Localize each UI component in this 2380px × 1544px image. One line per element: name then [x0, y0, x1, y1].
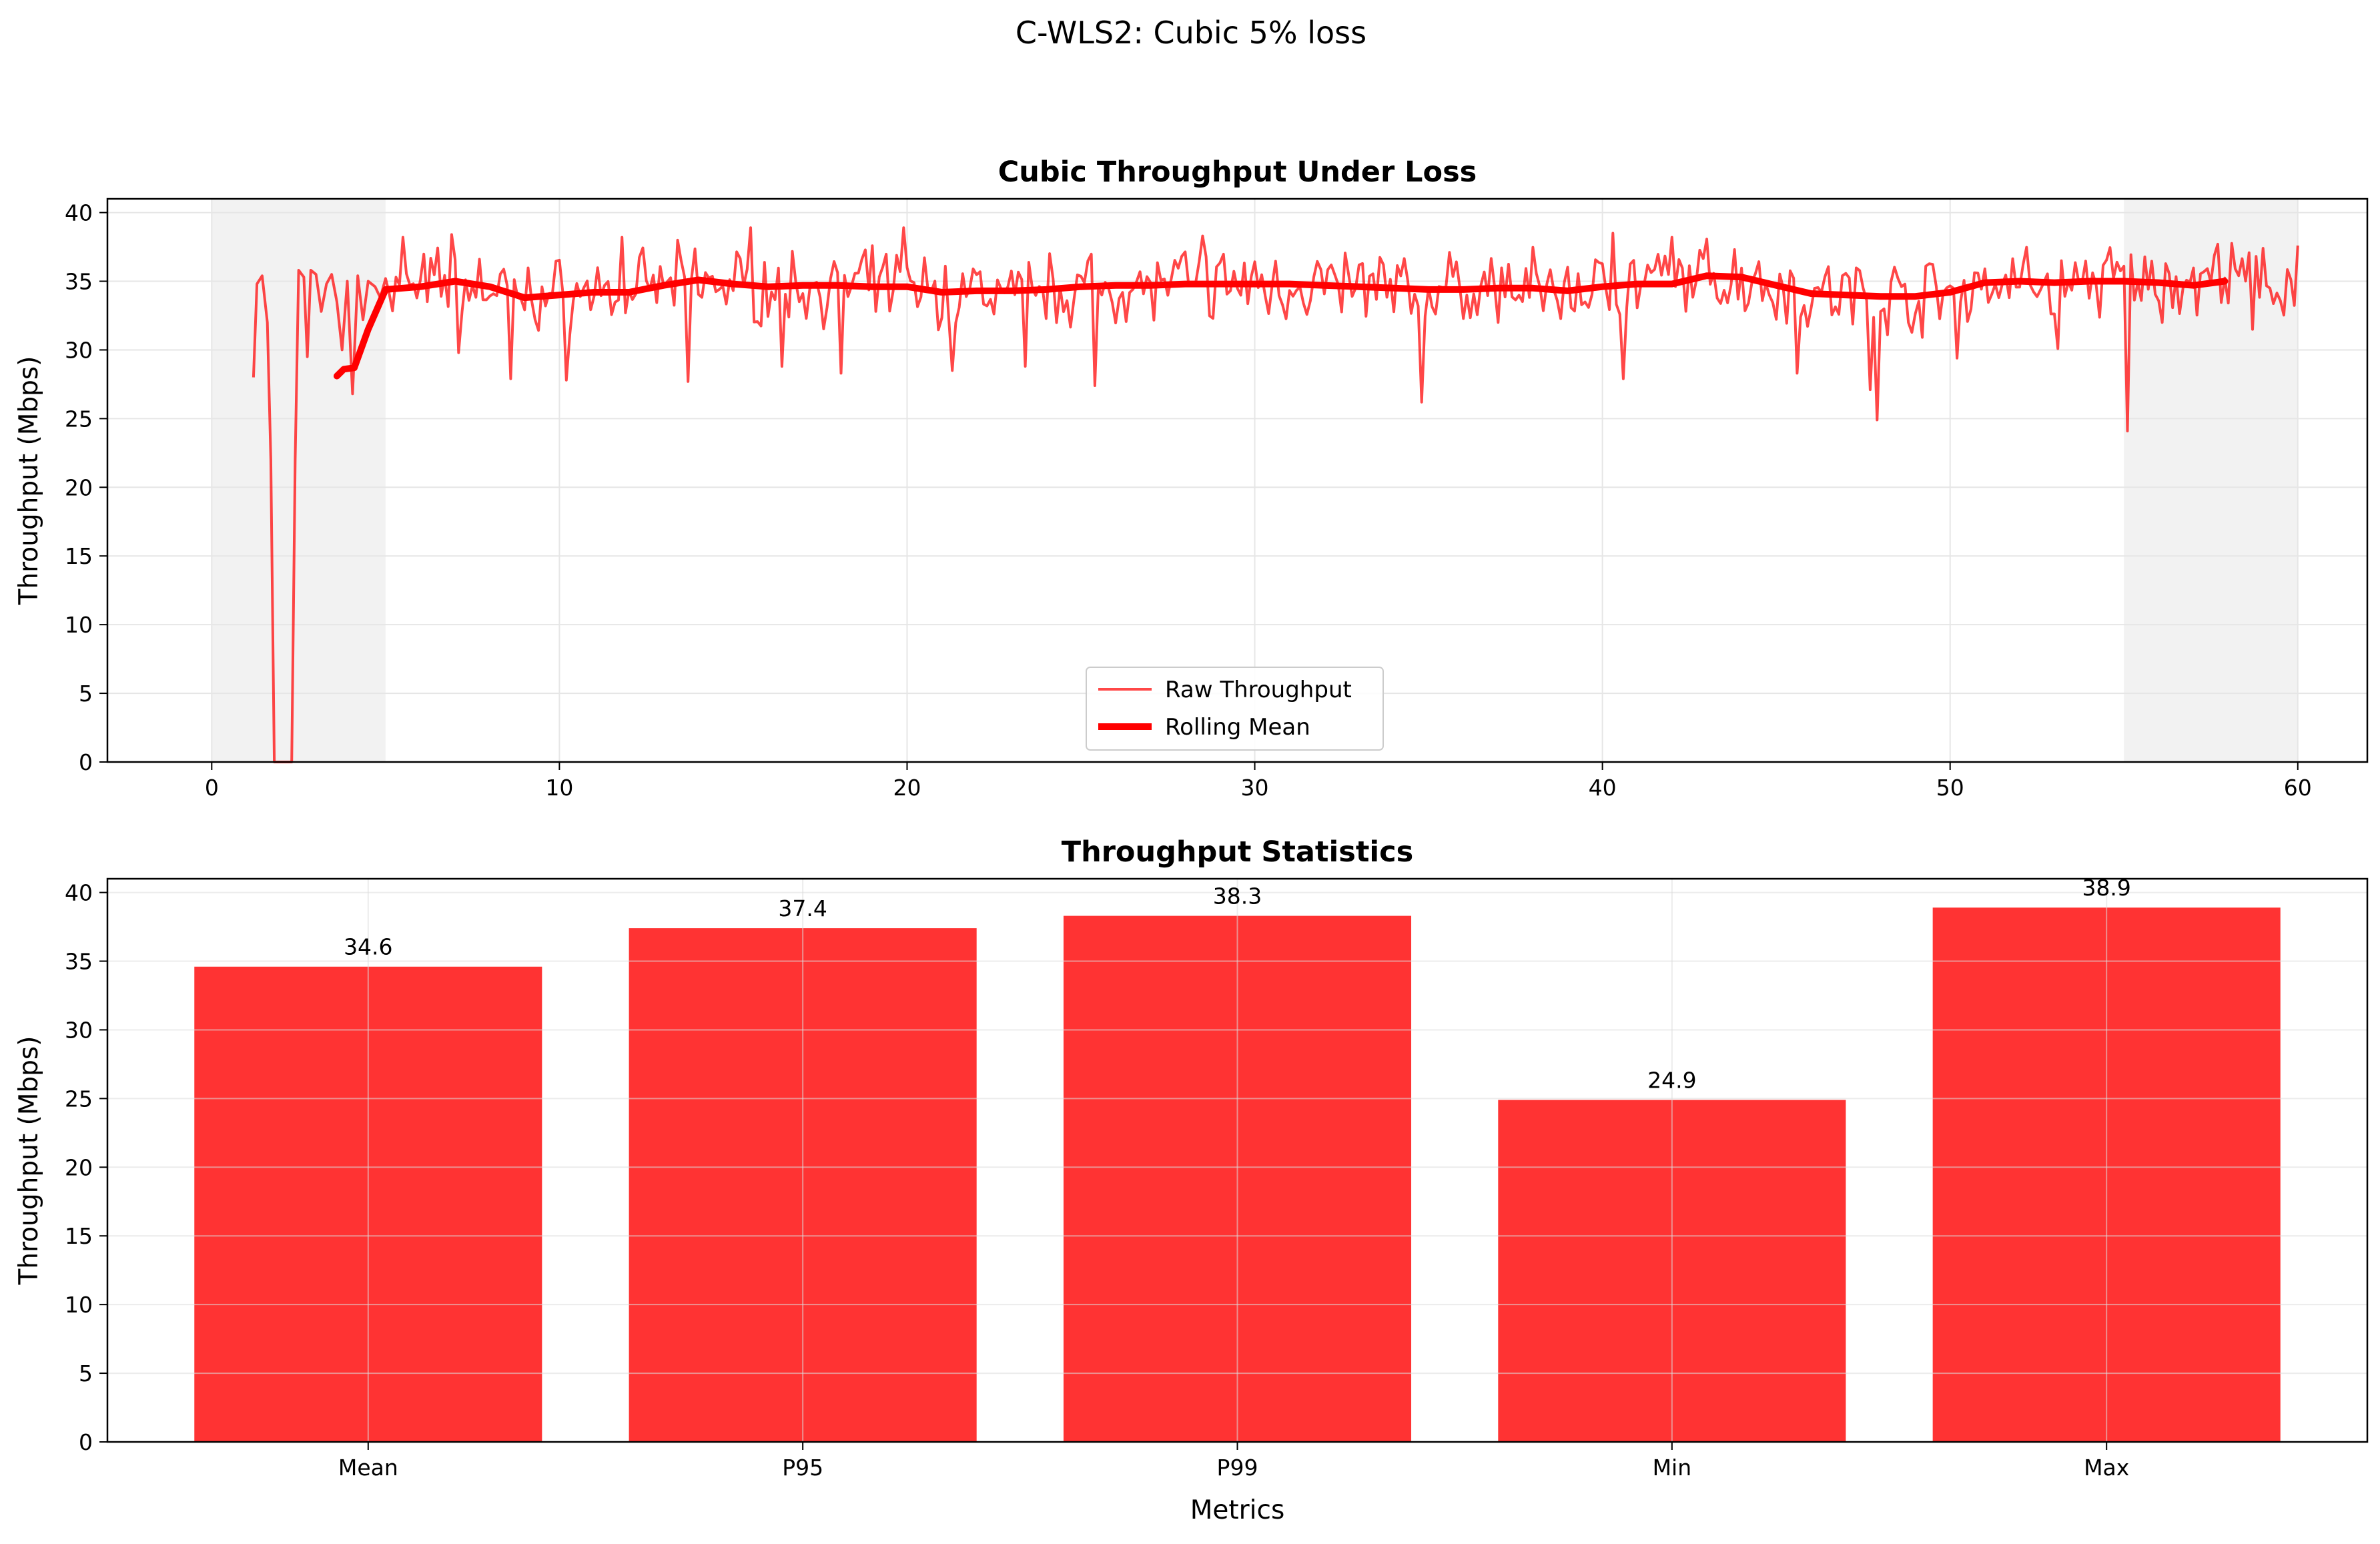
y-tick-label: 25 — [65, 406, 93, 432]
series-rolling-mean — [333, 272, 2229, 380]
y-tick-label: 35 — [65, 949, 93, 975]
y-tick-label: 10 — [65, 1292, 93, 1318]
x-tick-label: Mean — [338, 1455, 398, 1481]
bar-value-label: 34.6 — [344, 934, 392, 960]
legend-box — [1086, 667, 1384, 751]
axis-ticks: 0 10 20 30 40 50 60 0 5 10 15 20 25 30 35 40 — [65, 200, 2312, 801]
y-tick-label: 15 — [65, 1223, 93, 1249]
bar-value-label: 37.4 — [778, 895, 827, 921]
x-tick-label: 40 — [1589, 775, 1617, 801]
legend-label-raw: Raw Throughput — [1165, 677, 1352, 703]
y-tick-label: 0 — [79, 749, 93, 775]
x-tick-label: 10 — [545, 775, 573, 801]
plot-frame — [106, 198, 2369, 763]
y-tick-label: 5 — [79, 681, 93, 707]
x-tick-label: 0 — [205, 775, 219, 801]
x-tick-label: 60 — [2284, 775, 2312, 801]
y-tick-label: 25 — [65, 1086, 93, 1112]
y-tick-label: 0 — [79, 1429, 93, 1455]
y-tick-label: 35 — [65, 269, 93, 295]
y-tick-label: 10 — [65, 612, 93, 638]
x-tick-label: Max — [2084, 1455, 2129, 1481]
y-tick-label: 5 — [79, 1361, 93, 1387]
y-tick-label: 30 — [65, 337, 93, 363]
x-tick-label: Min — [1653, 1455, 1692, 1481]
x-tick-label: P95 — [782, 1455, 823, 1481]
y-tick-label: 30 — [65, 1017, 93, 1043]
axis-ticks: Mean P95 P99 Min Max 0 5 10 15 20 25 30 35 40 — [65, 880, 2129, 1481]
y-axis-label: Throughput (Mbps) — [14, 1036, 44, 1286]
x-axis-label: Metrics — [1190, 1495, 1285, 1525]
y-tick-label: 20 — [65, 1154, 93, 1180]
x-tick-label: P99 — [1217, 1455, 1258, 1481]
figure-title: C-WLS2: Cubic 5% loss — [1016, 15, 1366, 51]
data-labels: 34.6 37.4 38.3 24.9 38.9 — [344, 875, 2131, 1093]
bar-value-label: 24.9 — [1647, 1067, 1696, 1093]
chart-title: Throughput Statistics — [1062, 835, 1413, 869]
chart-title: Cubic Throughput Under Loss — [998, 155, 1477, 189]
x-tick-label: 50 — [1936, 775, 1964, 801]
y-tick-label: 20 — [65, 474, 93, 500]
legend-label-rolling: Rolling Mean — [1165, 714, 1310, 741]
legend: Raw Throughput Rolling Mean — [1086, 667, 1384, 751]
series-layer — [252, 226, 2299, 763]
x-tick-label: 20 — [893, 775, 921, 801]
line-chart: 0 10 20 30 40 50 60 0 5 10 15 20 25 30 35 40 Cubic Thro… — [14, 155, 2369, 801]
x-tick-label: 30 — [1241, 775, 1269, 801]
bar-value-label: 38.9 — [2082, 875, 2130, 901]
shaded-region-1 — [2124, 199, 2298, 762]
y-tick-label: 40 — [65, 880, 93, 906]
y-tick-label: 40 — [65, 200, 93, 226]
y-tick-label: 15 — [65, 543, 93, 569]
bar-chart: Mean P95 P99 Min Max 0 5 10 15 20 25 30 35 40 34.6 37.… — [14, 835, 2369, 1525]
bar-value-label: 38.3 — [1213, 883, 1262, 909]
y-axis-label: Throughput (Mbps) — [14, 356, 44, 606]
